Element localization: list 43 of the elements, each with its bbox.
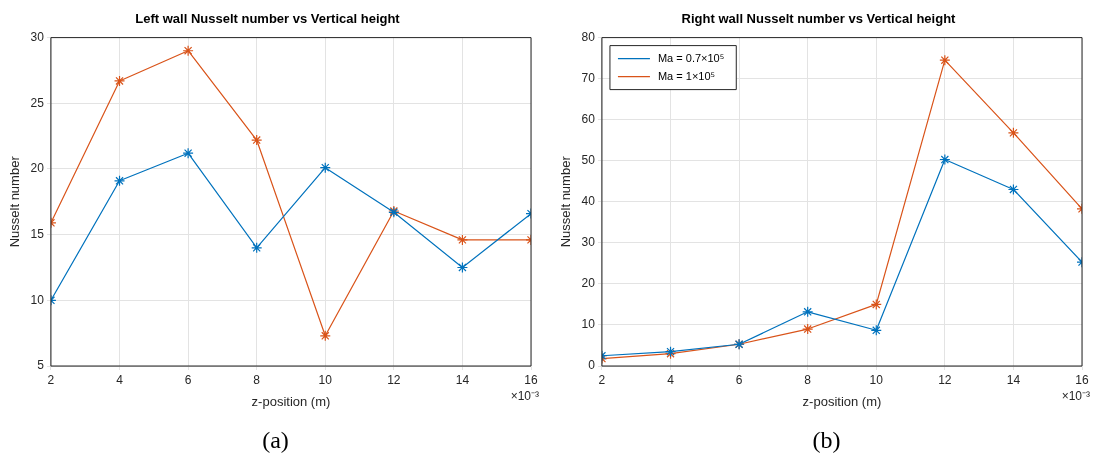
y-tick-label: 80 — [581, 29, 596, 44]
legend-label: Ma = 1×10⁵ — [657, 69, 716, 82]
x-tick-label: 8 — [253, 372, 261, 387]
y-tick-label: 0 — [588, 358, 596, 373]
legend-label: Ma = 0.7×10⁵ — [657, 51, 725, 64]
x-axis-title: z-position (m) — [802, 393, 882, 409]
x-tick-label: 16 — [524, 372, 538, 387]
y-tick-label: 20 — [581, 276, 596, 291]
text: (b) — [811, 426, 842, 455]
y-axis-title: Nusselt number — [7, 155, 23, 248]
x-tick-label: 2 — [598, 372, 606, 387]
y-tick-label: 10 — [30, 292, 45, 307]
chart-title: Right wall Nusselt number vs Vertical height — [681, 11, 957, 27]
y-tick-label: 25 — [30, 95, 45, 110]
x-tick-label: 16 — [1075, 372, 1089, 387]
x-tick-label: 10 — [318, 372, 333, 387]
y-tick-label: 70 — [581, 70, 596, 85]
y-tick-label: 30 — [30, 29, 45, 44]
y-tick-label: 40 — [581, 194, 596, 209]
y-tick-label: 50 — [581, 153, 596, 168]
x-tick-label: 4 — [116, 372, 124, 387]
y-tick-label: 20 — [30, 161, 45, 176]
x-tick-label: 10 — [869, 372, 884, 387]
x-axis-title: z-position (m) — [251, 393, 331, 409]
y-tick-label: 30 — [581, 235, 596, 250]
text: ×10⁻³ — [510, 389, 539, 403]
x-tick-label: 2 — [47, 372, 55, 387]
text: ×10⁻³ — [1061, 389, 1090, 403]
chart-title: Left wall Nusselt number vs Vertical height — [135, 11, 401, 27]
x-tick-label: 6 — [735, 372, 743, 387]
x-tick-label: 12 — [387, 372, 401, 387]
x-tick-label: 12 — [938, 372, 952, 387]
x-tick-label: 8 — [804, 372, 812, 387]
y-tick-label: 15 — [30, 226, 45, 241]
x-tick-label: 14 — [455, 372, 470, 387]
y-tick-label: 5 — [37, 358, 45, 373]
y-axis-title: Nusselt number — [558, 155, 574, 248]
x-tick-label: 4 — [667, 372, 675, 387]
x-tick-label: 14 — [1006, 372, 1021, 387]
y-tick-label: 10 — [581, 317, 596, 332]
y-tick-label: 60 — [581, 112, 596, 127]
x-tick-label: 6 — [184, 372, 192, 387]
text: (a) — [261, 426, 290, 455]
